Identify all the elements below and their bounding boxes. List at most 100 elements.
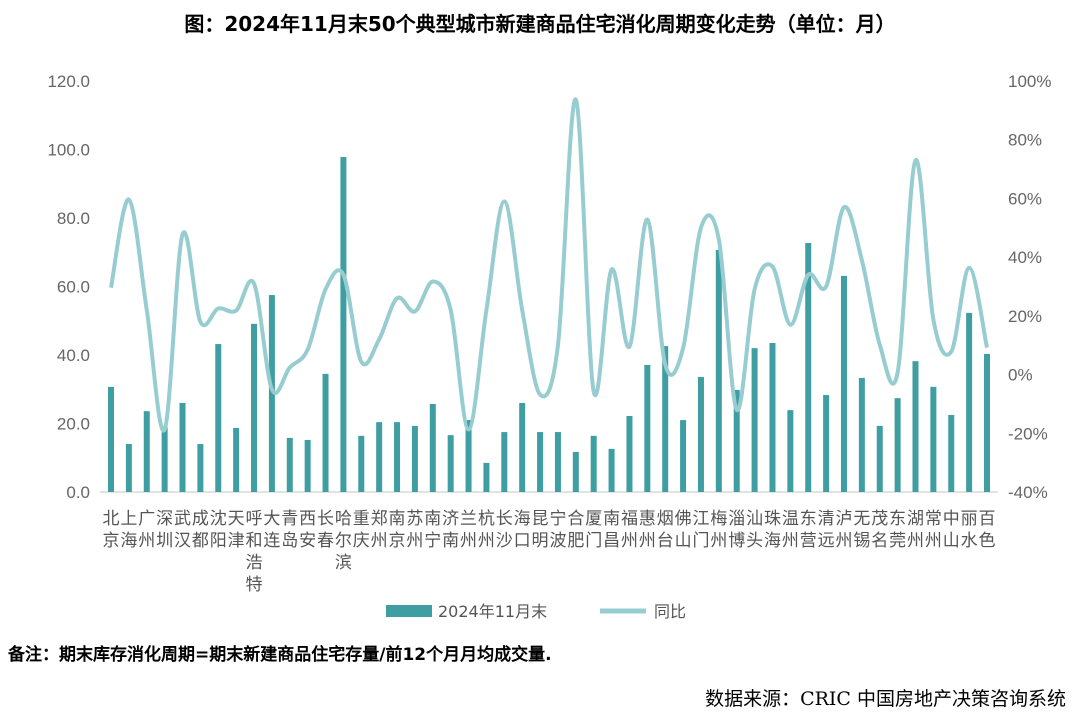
category-label: 武 <box>174 509 191 529</box>
category-label: 昌 <box>603 531 620 551</box>
category-label: 福 <box>621 509 638 529</box>
bar <box>197 444 204 492</box>
category-label: 天 <box>228 509 245 529</box>
category-label: 北 <box>103 509 120 529</box>
category-label: 门 <box>585 531 602 551</box>
bar <box>966 312 973 492</box>
category-label: 州 <box>478 531 495 551</box>
category-label: 佛 <box>675 509 692 529</box>
category-label: 南 <box>424 509 441 529</box>
bar <box>537 432 544 492</box>
category-label: 成 <box>192 509 209 529</box>
left-tick-label: 120.0 <box>47 72 90 91</box>
bar <box>429 403 436 492</box>
category-label: 宁 <box>424 531 441 551</box>
bar <box>447 435 454 492</box>
bar <box>108 386 114 492</box>
category-label: 肥 <box>567 531 584 551</box>
category-label: 口 <box>514 531 531 551</box>
category-label: 沈 <box>210 509 227 529</box>
category-label: 珠 <box>764 509 781 529</box>
right-tick-label: 40% <box>1008 248 1042 267</box>
category-label: 州 <box>460 531 477 551</box>
chart: 0.0 20.0 40.0 60.0 80.0 100.0 120.0 -40% -20% 0% 2… <box>47 72 1051 621</box>
category-label: 明 <box>532 531 549 551</box>
category-label: 安 <box>299 531 316 551</box>
category-label: 南 <box>389 509 406 529</box>
bar <box>626 415 633 492</box>
category-label: 州 <box>907 531 924 551</box>
category-label: 州 <box>925 531 942 551</box>
right-tick-label: 80% <box>1008 131 1042 150</box>
category-label: 州 <box>710 531 727 551</box>
category-label: 州 <box>782 531 799 551</box>
bar <box>697 376 704 492</box>
bar <box>876 425 883 492</box>
category-label: 厦 <box>585 509 602 529</box>
bar <box>519 402 526 492</box>
bar <box>894 398 901 492</box>
category-label: 名 <box>871 531 888 551</box>
category-label: 常 <box>925 509 942 529</box>
bar <box>179 402 186 492</box>
category-label: 京 <box>389 531 406 551</box>
bar <box>394 422 401 492</box>
category-label: 山 <box>943 531 960 551</box>
category-label: 惠 <box>639 509 656 529</box>
category-label: 东 <box>800 509 817 529</box>
category-label: 呼 <box>246 509 263 529</box>
bar <box>233 427 240 492</box>
category-label: 头 <box>746 531 763 551</box>
category-label: 滨 <box>335 553 352 573</box>
category-label: 宁 <box>549 509 566 529</box>
category-label: 重 <box>353 509 370 529</box>
bar <box>715 249 722 492</box>
left-tick-label: 20.0 <box>57 415 90 434</box>
bar <box>411 425 418 492</box>
bar <box>644 364 651 492</box>
category-label: 台 <box>657 531 674 551</box>
category-label: 杭 <box>478 509 495 529</box>
category-label: 合 <box>567 509 584 529</box>
bar <box>161 426 168 492</box>
left-tick-label: 60.0 <box>57 278 90 297</box>
category-label: 济 <box>442 509 459 529</box>
bar <box>590 435 597 492</box>
footnote: 备注：期末库存消化周期=期末新建商品住宅存量/前12个月月均成交量. <box>8 645 552 665</box>
category-label: 特 <box>246 575 263 595</box>
category-label: 和 <box>246 531 263 551</box>
category-label: 湖 <box>907 509 924 529</box>
bar <box>912 361 919 492</box>
category-label: 水 <box>961 531 978 551</box>
category-label: 温 <box>782 509 799 529</box>
category-label: 莞 <box>889 531 906 551</box>
category-label: 昆 <box>532 509 549 529</box>
category-label: 圳 <box>156 531 173 551</box>
bar <box>358 435 365 492</box>
category-label: 中 <box>943 509 960 529</box>
category-label: 无 <box>853 509 870 529</box>
bar <box>376 422 383 492</box>
category-label: 海 <box>120 531 137 551</box>
category-label: 沙 <box>496 531 513 551</box>
category-label: 门 <box>692 531 709 551</box>
category-label: 广 <box>138 509 155 529</box>
category-label: 丽 <box>961 509 978 529</box>
bar <box>930 386 937 492</box>
bar <box>662 346 669 492</box>
bar <box>984 353 990 492</box>
category-label: 营 <box>800 531 817 551</box>
bar <box>554 432 561 492</box>
category-label: 西 <box>299 509 316 529</box>
left-tick-label: 40.0 <box>57 346 90 365</box>
bar <box>215 344 222 492</box>
bar <box>340 157 347 492</box>
bar <box>805 243 812 492</box>
category-label: 海 <box>514 509 531 529</box>
source-text: 数据来源：CRIC 中国房地产决策咨询系统 <box>705 688 1066 710</box>
bar <box>304 439 311 492</box>
bar <box>608 448 615 492</box>
bar <box>143 411 150 492</box>
category-label: 庆 <box>353 531 370 551</box>
bar <box>125 444 132 492</box>
